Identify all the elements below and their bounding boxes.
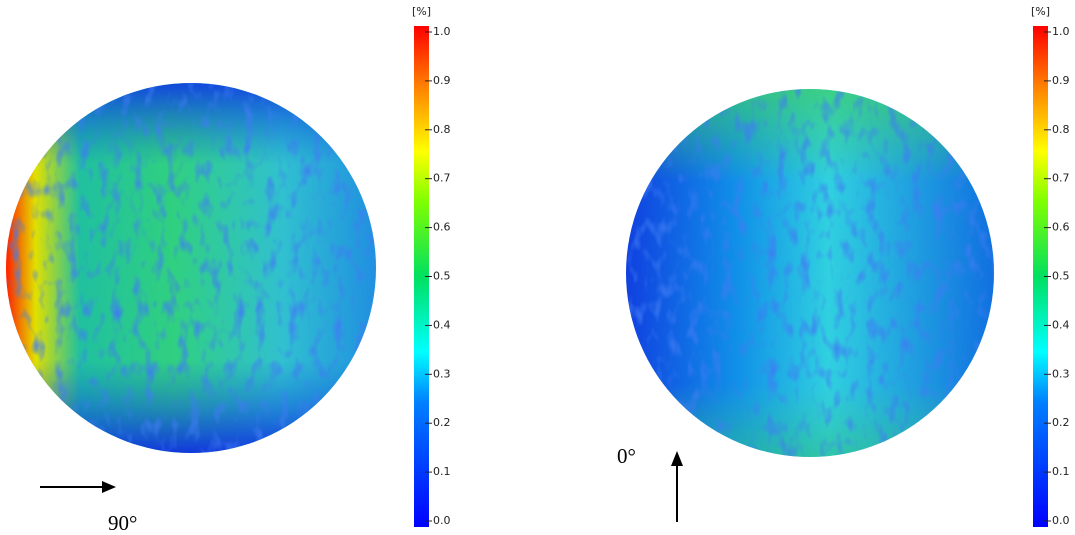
colorbar-tick-label: 1.0 <box>433 25 451 38</box>
colorbar-tick-label: 1.0 <box>1052 25 1070 38</box>
colorbar-unit: [%] <box>412 5 431 18</box>
colorbar-tick-label: 0.8 <box>433 123 451 136</box>
strain-map <box>626 89 994 457</box>
strain-map <box>6 83 376 453</box>
colorbar-tick-label: 0.2 <box>1052 416 1070 429</box>
colorbar-tick-label: 0.0 <box>1052 514 1070 527</box>
colorbar-tick-label: 0.8 <box>1052 123 1070 136</box>
colorbar-tick-label: 0.1 <box>433 465 451 478</box>
direction-arrow <box>671 451 683 522</box>
colorbar-tick-label: 0.7 <box>1052 172 1070 185</box>
colorbar-tick-label: 0.3 <box>1052 367 1070 380</box>
colorbar-unit: [%] <box>1031 5 1050 18</box>
colorbar-tick-label: 0.7 <box>433 172 451 185</box>
direction-arrow <box>40 481 116 493</box>
direction-label: 90° <box>108 511 137 535</box>
colorbar <box>414 26 429 527</box>
colorbar-tick-label: 0.9 <box>433 74 451 87</box>
colorbar-tick-label: 0.6 <box>1052 221 1070 234</box>
colorbar-tick-label: 0.6 <box>433 221 451 234</box>
colorbar-tick-label: 0.3 <box>433 367 451 380</box>
colorbar-tick-label: 0.4 <box>1052 318 1070 331</box>
colorbar-tick-label: 0.4 <box>433 318 451 331</box>
colorbar <box>1033 26 1048 527</box>
colorbar-tick-label: 0.0 <box>433 514 451 527</box>
colorbar-tick-label: 0.9 <box>1052 74 1070 87</box>
direction-label: 0° <box>617 444 636 468</box>
colorbar-tick-label: 0.5 <box>1052 270 1070 283</box>
colorbar-tick-label: 0.5 <box>433 270 451 283</box>
colorbar-tick-label: 0.2 <box>433 416 451 429</box>
colorbar-tick-label: 0.1 <box>1052 465 1070 478</box>
